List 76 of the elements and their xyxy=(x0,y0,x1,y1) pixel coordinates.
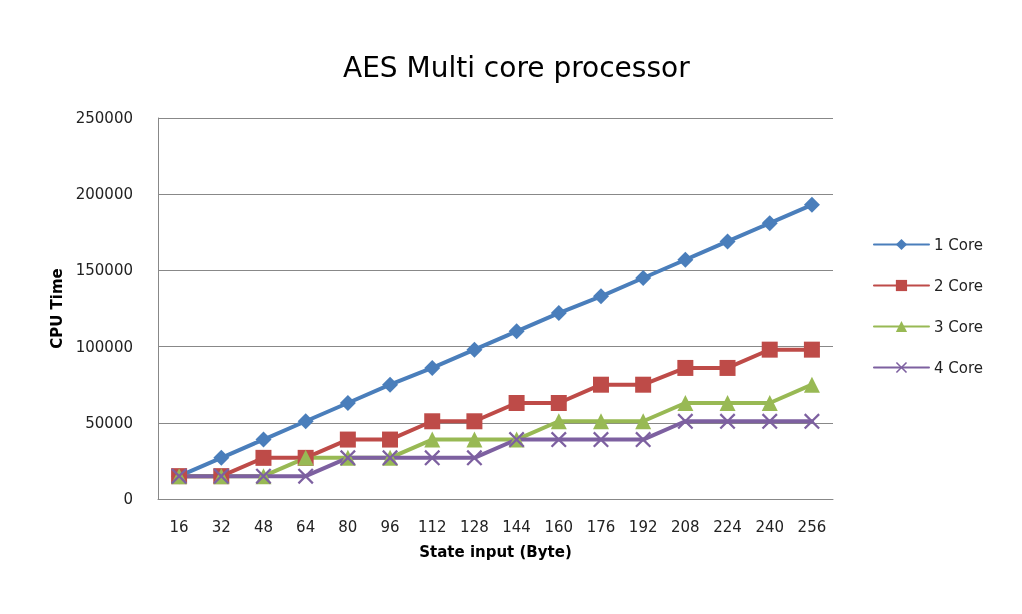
y-axis-title: CPU Time xyxy=(48,268,67,349)
point xyxy=(382,431,399,448)
point xyxy=(508,323,525,340)
point xyxy=(677,394,694,411)
x-tick-label: 144 xyxy=(502,517,531,536)
x-tick-label: 96 xyxy=(380,517,400,536)
x-tick-label: 224 xyxy=(713,517,742,536)
point xyxy=(635,413,652,430)
point xyxy=(592,288,609,305)
point xyxy=(677,359,694,376)
point xyxy=(592,413,609,430)
point xyxy=(719,394,736,411)
point xyxy=(719,233,736,250)
x-tick-label: 64 xyxy=(296,517,316,536)
point xyxy=(719,413,736,430)
point xyxy=(761,341,778,358)
point xyxy=(339,394,356,411)
x-tick-label: 16 xyxy=(169,517,189,536)
point xyxy=(550,394,567,411)
point xyxy=(803,196,820,213)
point xyxy=(635,376,652,393)
chart-title: AES Multi core processor xyxy=(343,50,691,84)
point xyxy=(424,413,441,430)
point xyxy=(424,359,441,376)
y-tick-label: 100000 xyxy=(75,337,133,356)
point xyxy=(803,413,820,430)
point xyxy=(424,449,441,466)
x-tick-label: 192 xyxy=(628,517,658,536)
legend-label: 1 Core xyxy=(933,235,983,254)
y-tick-label: 0 xyxy=(123,490,133,508)
point xyxy=(424,431,441,448)
point xyxy=(761,394,778,411)
point xyxy=(592,376,609,393)
point xyxy=(213,449,230,466)
point xyxy=(550,431,567,448)
point xyxy=(803,341,820,358)
x-axis-title: State input (Byte) xyxy=(419,542,572,561)
y-tick-label: 150000 xyxy=(75,261,133,280)
point xyxy=(592,431,609,448)
point xyxy=(297,413,314,430)
point xyxy=(761,215,778,232)
x-tick-label: 112 xyxy=(417,517,447,536)
point xyxy=(466,449,483,466)
point xyxy=(677,413,694,430)
point xyxy=(677,251,694,268)
x-tick-label: 208 xyxy=(671,517,700,536)
x-tick-label: 256 xyxy=(797,517,827,536)
y-tick-label: 50000 xyxy=(85,413,133,432)
point xyxy=(635,431,652,448)
point xyxy=(339,431,356,448)
point xyxy=(635,270,652,287)
point xyxy=(297,468,314,485)
point xyxy=(508,394,525,411)
point xyxy=(803,376,820,393)
x-tick-label: 48 xyxy=(253,517,274,536)
x-tick-label: 128 xyxy=(460,517,489,536)
legend-label: 3 Core xyxy=(933,317,983,336)
point xyxy=(466,341,483,358)
point xyxy=(255,449,272,466)
legend-label: 4 Core xyxy=(933,358,983,377)
point xyxy=(466,413,483,430)
x-tick-label: 32 xyxy=(211,517,231,536)
x-tick-label: 160 xyxy=(544,517,574,536)
x-tick-label: 176 xyxy=(586,517,616,536)
point xyxy=(466,431,483,448)
legend-label: 2 Core xyxy=(933,276,983,295)
point xyxy=(550,413,567,430)
point xyxy=(719,359,736,376)
point xyxy=(255,431,272,448)
x-tick-label: 240 xyxy=(755,517,785,536)
y-tick-label: 200000 xyxy=(75,185,133,204)
y-tick-label: 250000 xyxy=(75,109,133,127)
point xyxy=(382,376,399,393)
point xyxy=(550,305,567,322)
point xyxy=(761,413,778,430)
x-tick-label: 80 xyxy=(338,517,358,536)
